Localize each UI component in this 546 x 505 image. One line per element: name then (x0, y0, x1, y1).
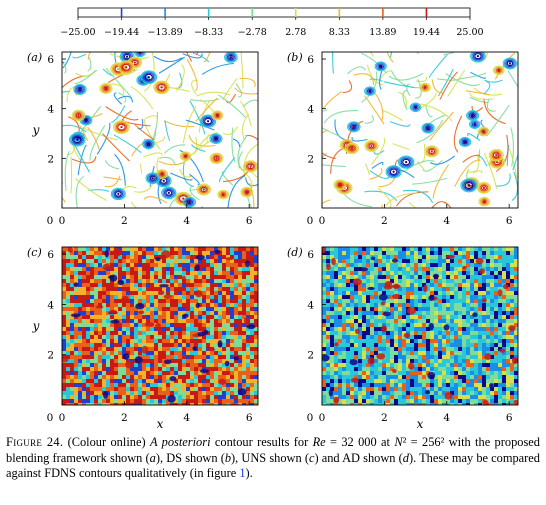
panel-d: 0 2 4 6 2 4 6 (d) x 0 (287, 246, 519, 430)
panel-a: 0 2 4 6 2 4 6 (a) y 0 (27, 51, 259, 227)
x-tick-label: 0 (319, 412, 326, 424)
y-tick-label: 6 (47, 54, 54, 66)
x-tick-label: 6 (246, 412, 253, 424)
y-tick-label: 6 (307, 249, 314, 261)
panel-frame (321, 51, 519, 209)
panel-tag: (b) (287, 51, 303, 64)
colorbar-tick-label: −2.78 (238, 27, 267, 38)
colorbar-tick-label: −25.00 (60, 27, 95, 38)
colorbar-tick-label: 25.00 (456, 27, 483, 38)
x-tick-label: 4 (183, 412, 190, 424)
figure-caption: Figure 24. (Colour online) A posteriori … (6, 435, 541, 481)
x-tick-label: 0 (319, 215, 326, 227)
colorbar-tick-label: 2.78 (285, 27, 306, 38)
x-tick-label: 4 (183, 215, 190, 227)
x-tick-label: 4 (443, 215, 450, 227)
x-tick-label: 6 (246, 215, 253, 227)
panel-tag: (d) (287, 246, 303, 259)
y-tick-label: 6 (47, 249, 54, 261)
x-tick-label: 0 (59, 215, 66, 227)
origin-label: 0 (307, 412, 314, 424)
y-tick-label: 4 (47, 104, 54, 116)
colorbar-tick-label: −8.33 (194, 27, 223, 38)
y-tick-label: 2 (47, 153, 54, 165)
caption-label: Figure 24. (6, 435, 64, 449)
colorbar: −25.00 −19.44 −13.89 −8.33 −2.78 2.78 8.33 13.8… (60, 7, 484, 38)
colorbar-tick-label: 13.89 (369, 27, 396, 38)
panel-c: 0 2 4 6 2 4 6 (c) y x 0 (27, 246, 259, 430)
x-tick-label: 2 (381, 412, 388, 424)
colorbar-frame (77, 7, 471, 18)
origin-label: 0 (47, 412, 54, 424)
panel-frame (61, 51, 259, 209)
y-tick-label: 2 (307, 350, 314, 362)
y-axis-label: y (32, 123, 40, 137)
x-tick-label: 6 (506, 412, 513, 424)
origin-label: 0 (307, 215, 314, 227)
x-tick-label: 2 (121, 412, 128, 424)
x-axis-label: x (157, 417, 164, 430)
x-tick-label: 2 (121, 215, 128, 227)
figure: −25.00 −19.44 −13.89 −8.33 −2.78 2.78 8.33 13.8… (27, 7, 519, 430)
x-tick-label: 2 (381, 215, 388, 227)
panel-b: 0 2 4 6 2 4 6 (b) 0 (287, 51, 519, 227)
panel-tag: (a) (27, 51, 42, 64)
x-axis-label: x (417, 417, 424, 430)
figure-reference-link[interactable]: 1 (239, 466, 246, 481)
panel-tag: (c) (27, 246, 42, 259)
x-tick-label: 0 (59, 412, 66, 424)
panel-frame (61, 246, 259, 406)
x-tick-label: 4 (443, 412, 450, 424)
panel-frame (321, 246, 519, 406)
colorbar-tick-label: 19.44 (413, 27, 440, 38)
colorbar-tick-label: 8.33 (329, 27, 350, 38)
y-tick-label: 6 (307, 54, 314, 66)
y-tick-label: 2 (47, 350, 54, 362)
colorbar-tick-label: −13.89 (148, 27, 183, 38)
y-axis-label: y (32, 319, 40, 333)
y-tick-label: 4 (47, 299, 54, 311)
y-tick-label: 4 (307, 299, 314, 311)
origin-label: 0 (47, 215, 54, 227)
y-tick-label: 4 (307, 104, 314, 116)
x-tick-label: 6 (506, 215, 513, 227)
y-tick-label: 2 (307, 153, 314, 165)
colorbar-tick-label: −19.44 (104, 27, 139, 38)
